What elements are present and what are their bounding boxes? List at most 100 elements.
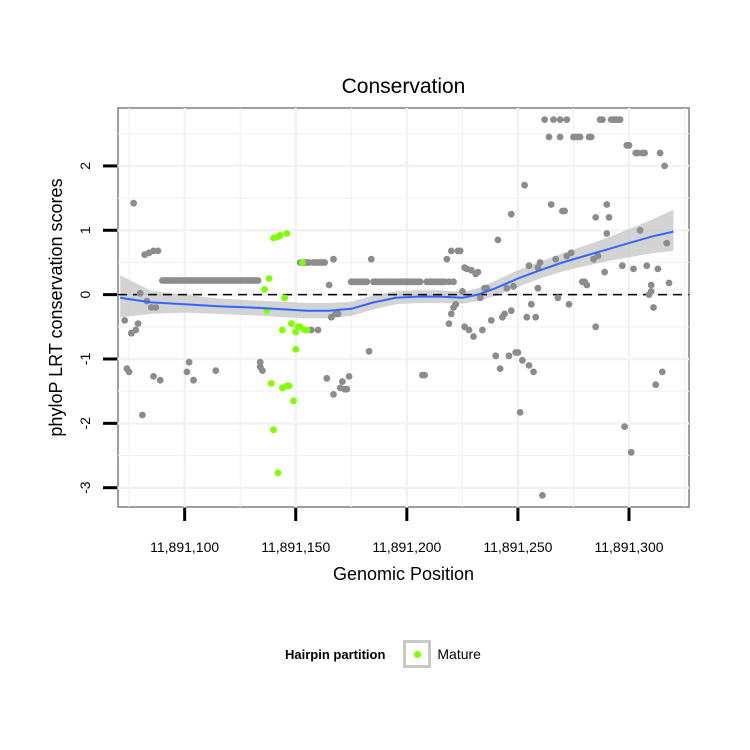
x-tick-label: 11,891,200 bbox=[372, 539, 441, 555]
point-other bbox=[474, 268, 482, 276]
point-other bbox=[556, 133, 564, 141]
point-other bbox=[190, 376, 197, 384]
point-other bbox=[654, 265, 662, 273]
x-axis: 11,891,100 11,891,150 11,891,200 11,891,250… bbox=[150, 508, 664, 555]
point-mature bbox=[274, 469, 282, 477]
point-mature bbox=[265, 275, 273, 282]
legend-title: Hairpin partition bbox=[285, 646, 386, 662]
point-other bbox=[330, 391, 337, 398]
point-other bbox=[554, 294, 562, 302]
point-other bbox=[150, 373, 157, 380]
point-other bbox=[130, 199, 138, 207]
point-other bbox=[621, 423, 628, 430]
x-tick-label: 11,891,100 bbox=[150, 539, 219, 555]
data-points bbox=[121, 116, 673, 499]
point-other bbox=[467, 266, 475, 274]
point-other bbox=[525, 262, 533, 270]
point-other bbox=[592, 214, 600, 221]
x-tick-label: 11,891,150 bbox=[261, 539, 330, 555]
point-mature bbox=[290, 397, 297, 405]
point-other bbox=[447, 247, 455, 255]
point-mature bbox=[285, 382, 293, 390]
point-other bbox=[556, 116, 564, 123]
point-other bbox=[367, 255, 375, 263]
point-other bbox=[183, 368, 191, 376]
chart-title: Conservation bbox=[342, 75, 466, 98]
y-tick-label: -2 bbox=[77, 417, 93, 430]
point-other bbox=[530, 368, 537, 376]
point-other bbox=[510, 282, 517, 290]
point-other bbox=[545, 133, 553, 141]
point-other bbox=[476, 294, 484, 302]
point-other bbox=[563, 116, 571, 123]
point-other bbox=[536, 259, 544, 266]
legend: Hairpin partition Mature bbox=[285, 640, 481, 668]
point-other bbox=[121, 317, 129, 324]
legend-key bbox=[403, 640, 432, 668]
point-other bbox=[465, 326, 473, 334]
x-tick-label: 11,891,250 bbox=[483, 539, 552, 555]
point-mature bbox=[279, 326, 286, 334]
point-other bbox=[539, 492, 546, 499]
point-mature bbox=[267, 380, 275, 387]
point-other bbox=[534, 264, 542, 271]
point-other bbox=[156, 376, 164, 384]
point-other bbox=[507, 210, 515, 218]
y-tick-label: 2 bbox=[77, 162, 93, 170]
point-other bbox=[652, 381, 660, 389]
point-other bbox=[625, 141, 633, 149]
point-other bbox=[125, 368, 133, 376]
y-tick-label: -1 bbox=[77, 353, 93, 366]
point-other bbox=[565, 300, 573, 308]
point-other bbox=[321, 259, 328, 266]
point-other bbox=[507, 307, 515, 315]
point-other bbox=[254, 277, 262, 284]
point-other bbox=[505, 352, 513, 360]
point-other bbox=[516, 409, 524, 416]
point-other bbox=[616, 116, 624, 123]
point-other bbox=[152, 304, 160, 311]
point-other bbox=[136, 289, 144, 297]
point-other bbox=[519, 356, 526, 364]
smooth-confidence-band bbox=[120, 209, 674, 319]
point-other bbox=[501, 310, 508, 318]
point-other bbox=[605, 214, 613, 221]
point-other bbox=[541, 116, 548, 123]
point-other bbox=[532, 313, 540, 321]
point-other bbox=[647, 281, 655, 289]
point-other bbox=[445, 320, 453, 327]
point-other bbox=[452, 300, 460, 308]
point-other bbox=[561, 207, 568, 215]
point-other bbox=[503, 284, 511, 292]
point-mature bbox=[292, 328, 300, 336]
point-other bbox=[450, 278, 457, 286]
point-other bbox=[523, 313, 531, 321]
point-other bbox=[650, 304, 657, 311]
point-other bbox=[365, 347, 373, 355]
point-other bbox=[656, 149, 664, 157]
point-other bbox=[363, 278, 371, 286]
x-tick-label: 11,891,300 bbox=[594, 539, 663, 555]
point-other bbox=[658, 368, 666, 376]
point-other bbox=[132, 326, 140, 334]
point-other bbox=[567, 249, 575, 257]
point-other bbox=[421, 371, 428, 379]
point-other bbox=[594, 252, 602, 260]
point-other bbox=[521, 181, 528, 189]
point-other bbox=[603, 201, 611, 208]
point-other bbox=[592, 323, 600, 331]
point-mature bbox=[281, 294, 288, 302]
point-other bbox=[601, 268, 608, 276]
point-other bbox=[550, 116, 557, 123]
point-other bbox=[139, 411, 146, 419]
point-other bbox=[618, 262, 626, 270]
point-other bbox=[492, 352, 500, 360]
point-other bbox=[599, 116, 606, 123]
point-mature bbox=[303, 326, 311, 334]
y-tick-label: 1 bbox=[77, 226, 93, 234]
point-other bbox=[479, 326, 486, 334]
point-other bbox=[134, 320, 142, 327]
point-other bbox=[663, 239, 671, 247]
point-other bbox=[647, 288, 655, 295]
